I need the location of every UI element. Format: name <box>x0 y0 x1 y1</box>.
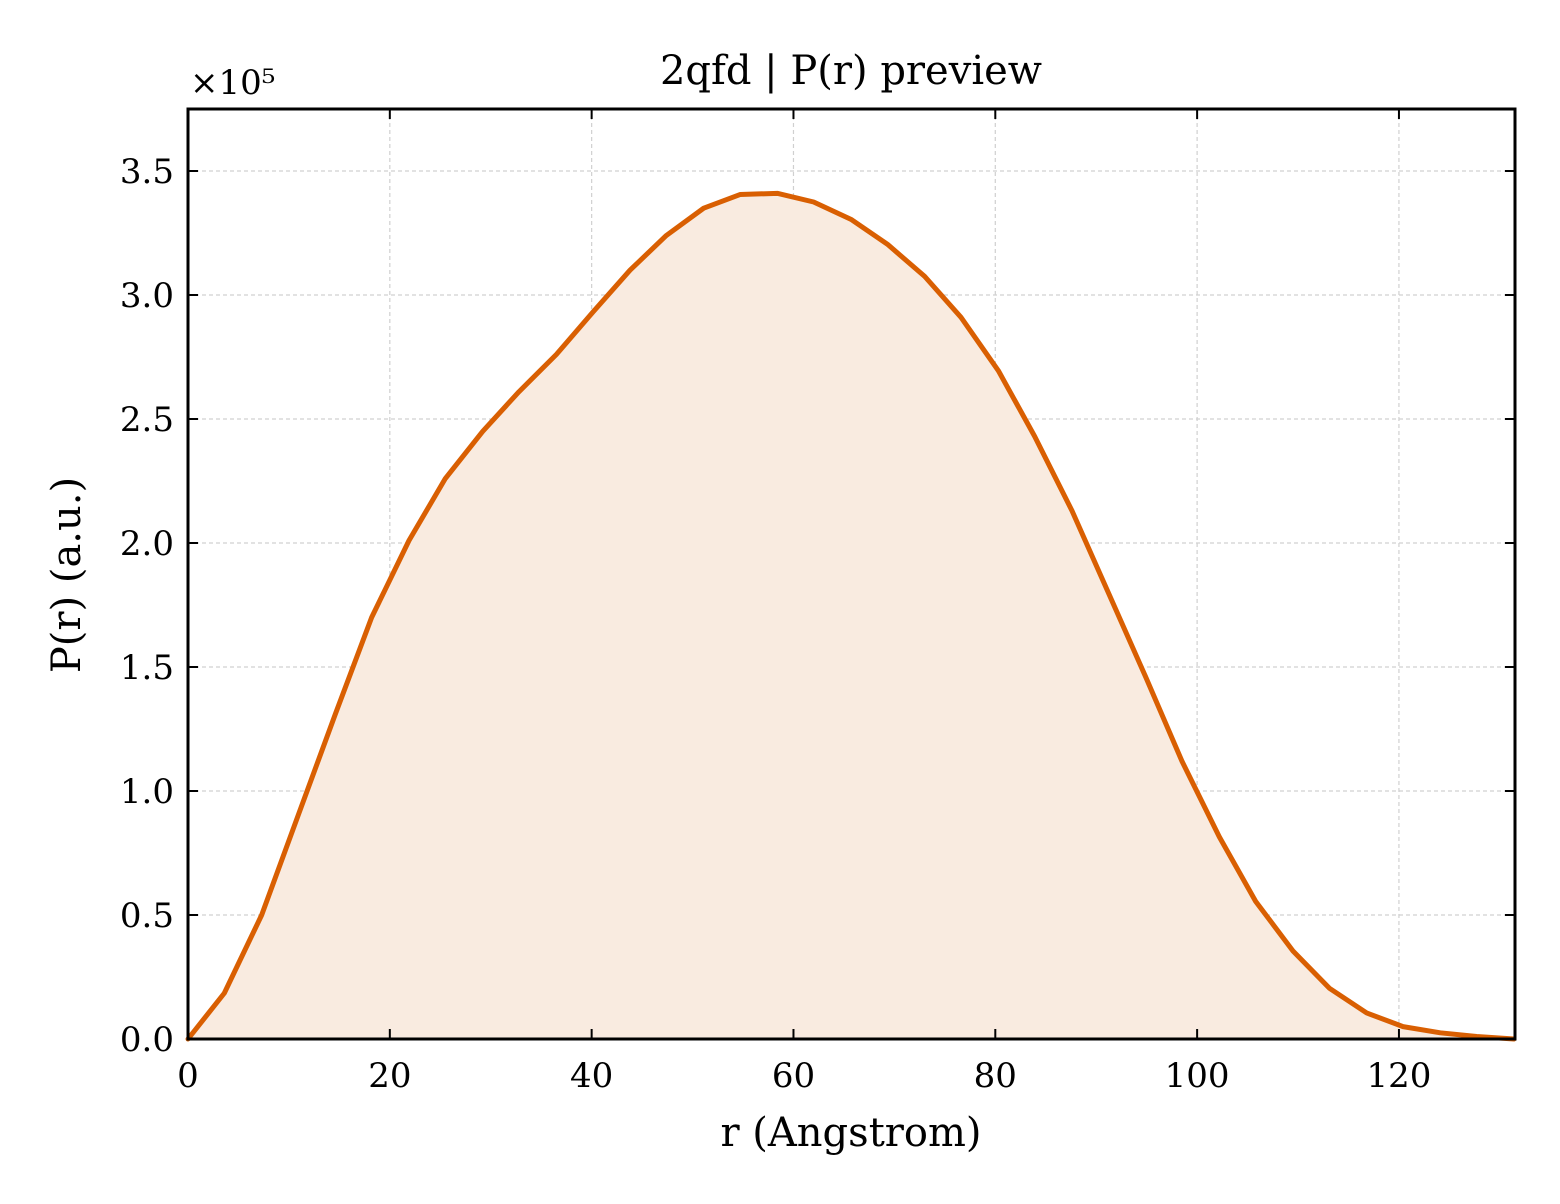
x-tick-label-3: 60 <box>772 1056 815 1096</box>
chart-title: 2qfd | P(r) preview <box>660 48 1042 94</box>
plot-frame <box>186 107 1517 1041</box>
x-tick-label-4: 80 <box>974 1056 1017 1096</box>
x-tick-label-5: 100 <box>1165 1056 1230 1096</box>
x-tick-label-1: 20 <box>368 1056 411 1096</box>
axis-ticks: 0 20 40 60 80 100 120 0.0 0.5 1.0 1.5 2.0 2.5 3.0 3.5 <box>120 109 1515 1096</box>
x-tick-label-6: 120 <box>1366 1056 1431 1096</box>
y-tick-label-1: 0.5 <box>120 896 174 936</box>
y-tick-label-0: 0.0 <box>120 1020 174 1060</box>
y-tick-label-3: 1.5 <box>120 648 174 688</box>
x-axis-label: r (Angstrom) <box>720 1110 981 1156</box>
y-tick-label-7: 3.5 <box>120 152 174 192</box>
y-tick-label-5: 2.5 <box>120 400 174 440</box>
y-axis-label: P(r) (a.u.) <box>44 477 90 673</box>
y-tick-label-6: 3.0 <box>120 276 174 316</box>
y-axis-multiplier: ×10⁵ <box>190 63 275 103</box>
pr-curve-line <box>185 190 1517 1042</box>
y-tick-label-2: 1.0 <box>120 772 174 812</box>
y-tick-label-4: 2.0 <box>120 524 174 564</box>
x-tick-label-0: 0 <box>177 1056 199 1096</box>
x-tick-label-2: 40 <box>570 1056 613 1096</box>
pr-area-fill <box>188 193 1514 1039</box>
